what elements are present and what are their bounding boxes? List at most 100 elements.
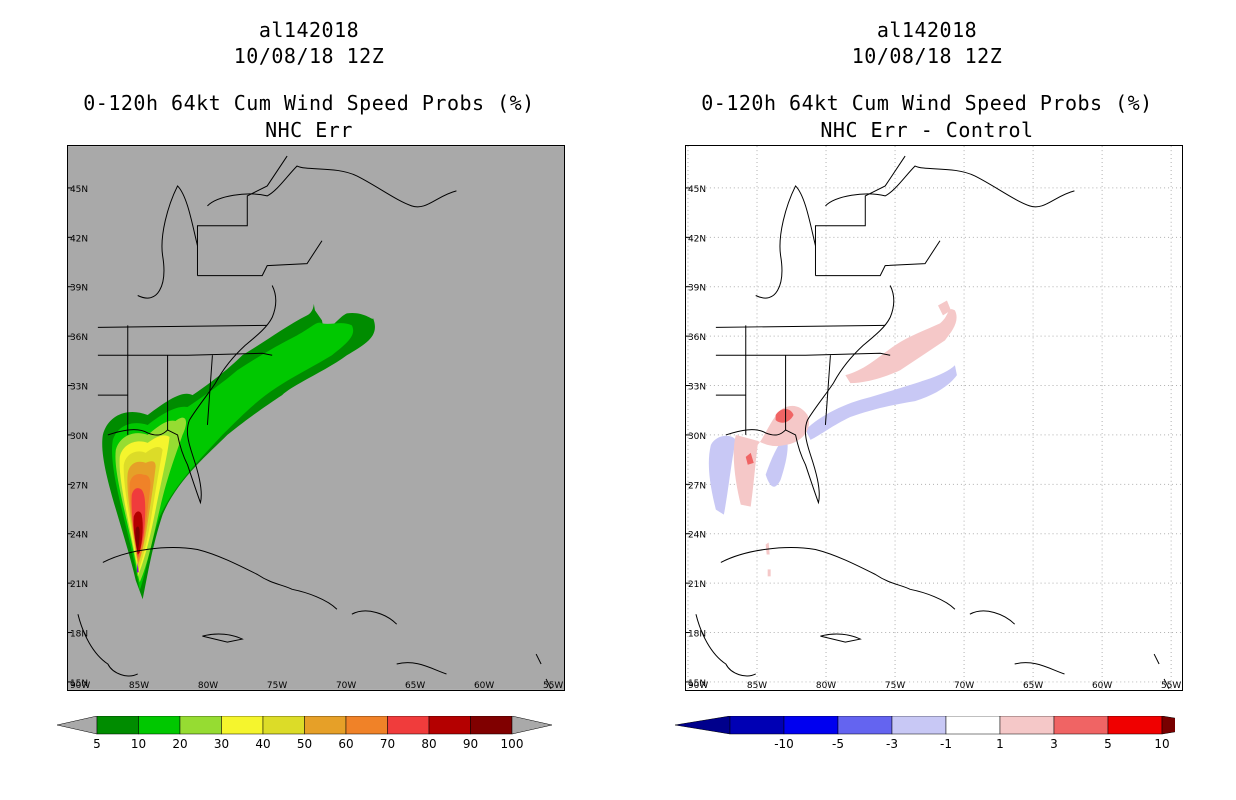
colorbar-swatch: [221, 716, 264, 735]
lat-label: 15N: [688, 679, 706, 689]
colorbar-swatch: [138, 716, 181, 735]
lon-label: 90W: [688, 681, 708, 691]
lat-label: 18N: [688, 630, 706, 640]
left-colorbar: [57, 716, 553, 735]
colorbar-swatch: [891, 716, 947, 735]
lon-label: 60W: [474, 681, 494, 691]
lat-label: 30N: [688, 432, 706, 442]
right-colorbar: [675, 716, 1175, 735]
colorbar-label: 30: [213, 737, 230, 751]
lat-label: 24N: [688, 531, 706, 541]
colorbar-swatch: [945, 716, 1001, 735]
colorbar-arrow-high: [1161, 716, 1175, 735]
lat-label: 15N: [70, 679, 88, 689]
colorbar-label: 70: [379, 737, 396, 751]
right-map: 45N 42N 39N 36N 33N 30N 27N 24N 21N 18N 15N 90W 85W…: [685, 145, 1183, 691]
colorbar-swatch: [999, 716, 1055, 735]
colorbar-arrow-low: [57, 716, 98, 735]
colorbar-swatch: [262, 716, 305, 735]
lat-label: 27N: [688, 481, 706, 491]
colorbar-label: -10: [774, 737, 794, 751]
colorbar-label: 80: [421, 737, 437, 751]
left-date: 10/08/18 12Z: [233, 44, 385, 68]
left-map: 45N 42N 39N 36N 33N 30N 27N 24N 21N 18N 15N 90W 85W…: [67, 145, 565, 691]
right-lat-labels: 45N 42N 39N 36N 33N 30N 27N 24N 21N 18N 15N: [686, 185, 706, 689]
left-product-title: 0-120h 64kt Cum Wind Speed Probs (%): [83, 91, 535, 115]
colorbar-label: 10: [1154, 737, 1170, 751]
left-lat-labels: 45N 42N 39N 36N 33N 30N 27N 24N 21N 18N 15N: [68, 185, 88, 689]
coastlines: [77, 155, 552, 690]
colorbar-label: -3: [886, 737, 898, 751]
colorbar-swatch: [1107, 716, 1163, 735]
colorbar-label: 5: [93, 737, 101, 751]
colorbar-swatch: [428, 716, 471, 735]
lon-label: 80W: [198, 681, 218, 691]
lat-label: 45N: [688, 185, 706, 195]
lat-label: 45N: [70, 185, 88, 195]
colorbar-swatch: [837, 716, 893, 735]
lon-label: 90W: [70, 681, 90, 691]
colorbar-label: 50: [296, 737, 313, 751]
colorbar-arrow-high: [511, 716, 553, 735]
colorbar-label: 60: [338, 737, 354, 751]
right-date: 10/08/18 12Z: [851, 44, 1003, 68]
lon-label: 70W: [336, 681, 356, 691]
lat-label: 36N: [70, 333, 88, 343]
lon-label: 70W: [954, 681, 974, 691]
lon-label: 75W: [267, 681, 287, 691]
colorbar-label: 90: [462, 737, 479, 751]
colorbar-arrow-low: [675, 716, 731, 735]
colorbar-swatch: [387, 716, 430, 735]
lon-label: 80W: [816, 681, 836, 691]
lon-label: 65W: [1023, 681, 1043, 691]
difference-swath: [708, 300, 957, 577]
right-map-background: [686, 146, 1182, 690]
lat-label: 39N: [70, 284, 88, 294]
probability-swath: [102, 303, 375, 600]
lon-label: 60W: [1092, 681, 1112, 691]
lat-label: 30N: [70, 432, 88, 442]
colorbar-label: 20: [172, 737, 188, 751]
left-panel: al142018 10/08/18 12Z 0-120h 64kt Cum Wi…: [57, 18, 565, 751]
left-storm-id: al142018: [258, 18, 360, 42]
colorbar-label: 100: [500, 737, 524, 751]
lon-label: 55W: [543, 681, 563, 691]
lon-label: 65W: [405, 681, 425, 691]
colorbar-swatch: [1053, 716, 1109, 735]
colorbar-swatch: [783, 716, 839, 735]
lon-label: 75W: [885, 681, 905, 691]
colorbar-label: 3: [1050, 737, 1058, 751]
right-panel: al142018 10/08/18 12Z 0-120h 64kt Cum Wi…: [618, 0, 1236, 800]
colorbar-label: 10: [130, 737, 147, 751]
colorbar-swatch: [304, 716, 347, 735]
colorbar-label: -1: [940, 737, 952, 751]
colorbar-swatch: [179, 716, 222, 735]
lat-label: 36N: [688, 333, 706, 343]
colorbar-label: 40: [255, 737, 271, 751]
left-subtitle: NHC Err: [265, 118, 353, 142]
lat-label: 42N: [70, 234, 88, 244]
coastlines: [695, 155, 1170, 690]
lat-label: 27N: [70, 481, 88, 491]
lat-label: 21N: [688, 580, 706, 590]
right-product-title: 0-120h 64kt Cum Wind Speed Probs (%): [701, 91, 1153, 115]
lat-label: 42N: [688, 234, 706, 244]
lon-label: 85W: [129, 681, 149, 691]
lon-label: 55W: [1161, 681, 1181, 691]
right-subtitle: NHC Err - Control: [820, 118, 1034, 142]
lat-label: 33N: [688, 383, 706, 393]
colorbar-label: 1: [996, 737, 1004, 751]
colorbar-label: -5: [832, 737, 844, 751]
colorbar-swatch: [96, 716, 139, 735]
colorbar-swatch: [470, 716, 513, 735]
right-lon-labels: 90W 85W 80W 75W 70W 65W 60W 55W: [688, 681, 1181, 691]
right-storm-id: al142018: [876, 18, 978, 42]
colorbar-swatch: [345, 716, 388, 735]
colorbar-swatch: [729, 716, 785, 735]
lat-label: 21N: [70, 580, 88, 590]
lat-label: 18N: [70, 630, 88, 640]
lat-label: 24N: [70, 531, 88, 541]
lat-label: 33N: [70, 383, 88, 393]
lon-label: 85W: [747, 681, 767, 691]
colorbar-label: 5: [1104, 737, 1112, 751]
